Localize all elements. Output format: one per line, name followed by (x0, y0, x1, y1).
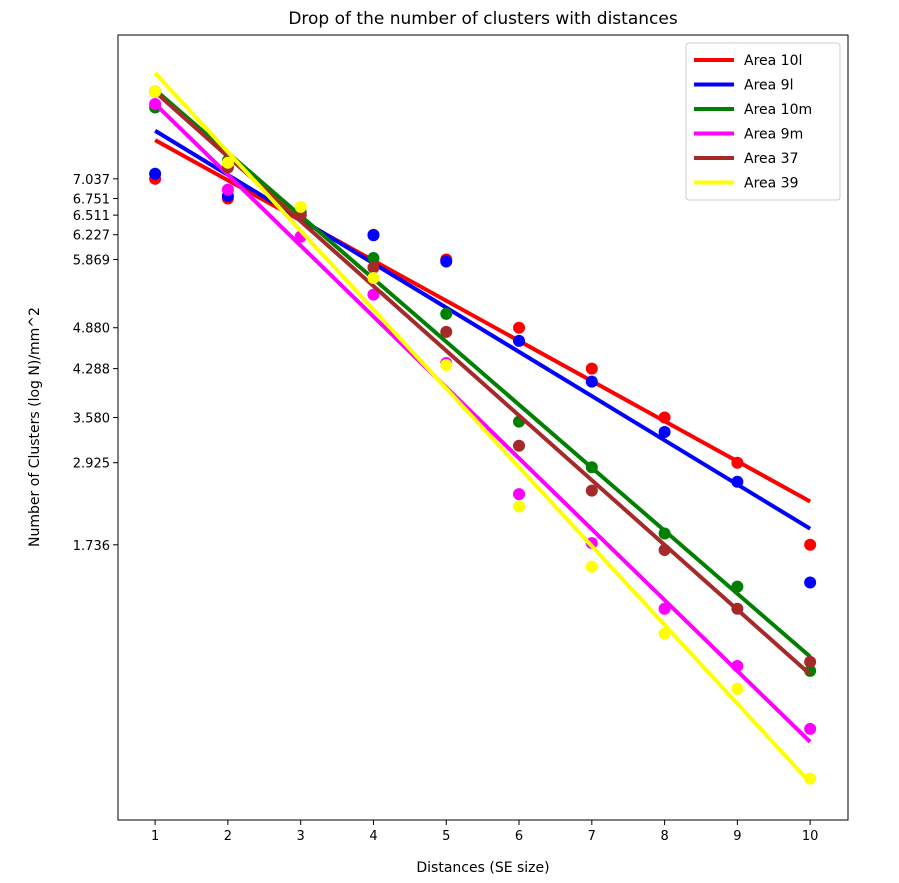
x-axis-label: Distances (SE size) (416, 860, 549, 876)
data-point (367, 272, 380, 285)
x-tick-label: 3 (297, 829, 305, 844)
data-point (658, 527, 671, 540)
x-tick-label: 4 (369, 829, 377, 844)
data-point (294, 209, 307, 222)
data-point (221, 183, 234, 196)
y-tick-label: 6.227 (73, 229, 110, 244)
y-tick-label: 1.736 (73, 539, 110, 554)
x-tick-label: 9 (733, 829, 741, 844)
y-tick-label: 3.580 (73, 411, 110, 426)
series-group (149, 71, 817, 785)
x-tick-label: 10 (802, 829, 819, 844)
legend-label: Area 10l (744, 53, 802, 69)
legend-label: Area 39 (744, 176, 798, 192)
x-tick-label: 6 (515, 829, 523, 844)
data-point (731, 456, 744, 469)
legend: Area 10l Area 9l Area 10m Area 9m Area 37 Are… (685, 42, 841, 201)
y-tick-label: 5.869 (73, 253, 110, 268)
fit-line-3 (153, 102, 812, 744)
data-point (658, 425, 671, 438)
data-point (440, 359, 453, 372)
fit-line-1 (154, 129, 812, 531)
data-point (513, 488, 526, 501)
legend-label: Area 9m (744, 127, 803, 143)
data-point (367, 229, 380, 242)
data-point (804, 722, 817, 735)
legend-label: Area 10m (744, 102, 812, 118)
data-point (731, 580, 744, 593)
data-point (585, 461, 598, 474)
x-tick-label: 5 (442, 829, 450, 844)
data-point (149, 98, 162, 111)
data-point (731, 660, 744, 673)
data-point (585, 560, 598, 573)
data-point (804, 772, 817, 785)
y-tick-label: 2.925 (73, 457, 110, 472)
y-tick-label: 6.751 (73, 193, 110, 208)
data-point (367, 252, 380, 265)
x-tick-label: 1 (151, 829, 159, 844)
data-point (221, 156, 234, 169)
data-point (149, 85, 162, 98)
data-point (658, 411, 671, 424)
data-point (585, 484, 598, 497)
x-tick-label: 8 (660, 829, 668, 844)
data-point (658, 627, 671, 640)
legend-box (685, 42, 841, 201)
data-point (804, 576, 817, 589)
fit-line-5 (153, 71, 812, 784)
data-point (731, 602, 744, 615)
data-point (731, 475, 744, 488)
x-tick-label: 7 (588, 829, 596, 844)
fit-line-0 (154, 138, 812, 504)
data-point (585, 362, 598, 375)
data-point (658, 602, 671, 615)
legend-label: Area 9l (744, 78, 793, 94)
data-point (804, 655, 817, 668)
data-point (585, 375, 598, 388)
data-point (440, 307, 453, 320)
data-point (440, 325, 453, 338)
data-point (513, 500, 526, 513)
data-point (294, 200, 307, 213)
data-point (513, 321, 526, 334)
y-tick-label: 4.880 (73, 322, 110, 337)
data-point (513, 439, 526, 452)
data-point (513, 334, 526, 347)
legend-label: Area 37 (744, 151, 798, 167)
data-point (367, 288, 380, 301)
fit-line-2 (153, 88, 812, 659)
data-point (804, 538, 817, 551)
axes-frame (117, 34, 849, 821)
y-tick-label: 4.288 (73, 363, 110, 378)
data-point (149, 167, 162, 180)
data-point (731, 682, 744, 695)
chart-title: Drop of the number of clusters with dist… (288, 9, 678, 29)
data-point (440, 255, 453, 268)
data-point (658, 544, 671, 557)
y-tick-label: 6.511 (73, 209, 110, 224)
y-tick-label: 7.037 (73, 173, 110, 188)
y-axis-label: Number of Clusters (log N)/mm^2 (27, 307, 43, 547)
data-point (367, 261, 380, 274)
x-tick-label: 2 (224, 829, 232, 844)
